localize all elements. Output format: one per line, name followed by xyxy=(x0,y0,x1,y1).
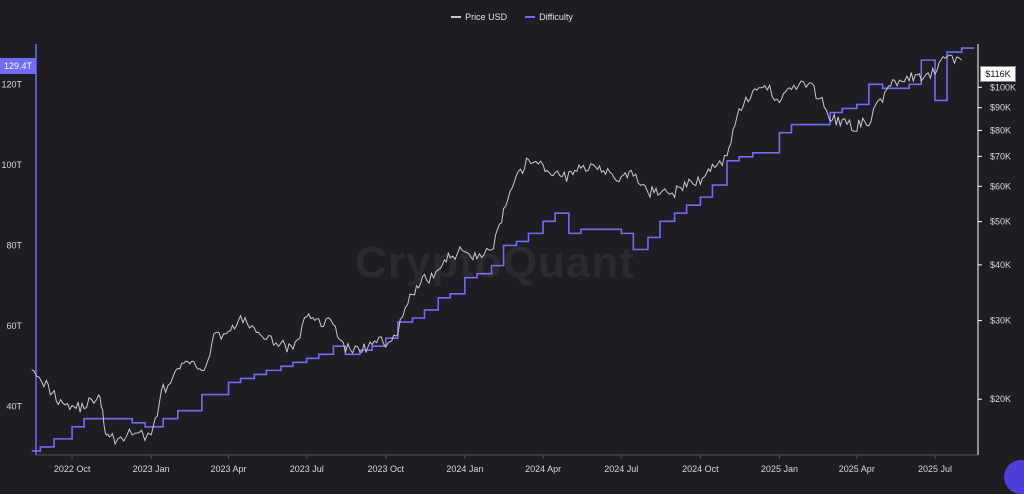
x-tick-label: 2022 Oct xyxy=(54,464,91,474)
x-tick-label: 2024 Jan xyxy=(446,464,483,474)
difficulty-series-line xyxy=(31,47,974,452)
chart-legend: Price USD Difficulty xyxy=(0,12,1024,22)
y-right-tick-label: $60K xyxy=(990,181,1011,191)
x-tick-label: 2025 Apr xyxy=(839,464,875,474)
y-right-tick-label: $40K xyxy=(990,260,1011,270)
y-left-tick-label: 80T xyxy=(6,240,22,250)
x-tick-label: 2024 Oct xyxy=(682,464,719,474)
current-difficulty-badge: 129.4T xyxy=(0,58,36,74)
legend-label-difficulty: Difficulty xyxy=(539,12,573,22)
y-right-tick-label: $20K xyxy=(990,394,1011,404)
x-tick-label: 2025 Jul xyxy=(918,464,952,474)
x-tick-label: 2024 Jul xyxy=(604,464,638,474)
x-tick-label: 2023 Jan xyxy=(133,464,170,474)
price-series-line xyxy=(31,54,963,446)
legend-item-difficulty[interactable]: Difficulty xyxy=(525,12,573,22)
y-left-tick-label: 100T xyxy=(1,160,22,170)
price-swatch-icon xyxy=(451,16,462,18)
x-tick-label: 2025 Jan xyxy=(761,464,798,474)
x-tick-label: 2023 Oct xyxy=(368,464,405,474)
current-price-badge: $116K xyxy=(980,66,1016,82)
legend-label-price: Price USD xyxy=(465,12,508,22)
chart-svg: 2022 Oct 2023 Jan 2023 Apr 2023 Jul 2023 Oct… xyxy=(1,44,1016,474)
x-tick-label: 2023 Jul xyxy=(290,464,324,474)
corner-decoration xyxy=(1004,460,1024,494)
y-left-tick-label: 120T xyxy=(1,79,22,89)
x-tick-label: 2023 Apr xyxy=(211,464,247,474)
y-right-tick-label: $50K xyxy=(990,217,1011,227)
legend-item-price[interactable]: Price USD xyxy=(451,12,507,22)
y-right-tick-label: $30K xyxy=(990,316,1011,326)
y-left-tick-label: 40T xyxy=(6,402,22,412)
y-right-tick-label: $80K xyxy=(990,126,1011,136)
y-right-tick-label: $90K xyxy=(990,103,1011,113)
watermark: CryptoQuant xyxy=(355,238,635,287)
y-right-tick-label: $100K xyxy=(990,82,1016,92)
x-tick-label: 2024 Apr xyxy=(525,464,561,474)
difficulty-swatch-icon xyxy=(525,16,536,18)
y-right-tick-label: $70K xyxy=(990,151,1011,161)
y-left-tick-label: 60T xyxy=(6,321,22,331)
